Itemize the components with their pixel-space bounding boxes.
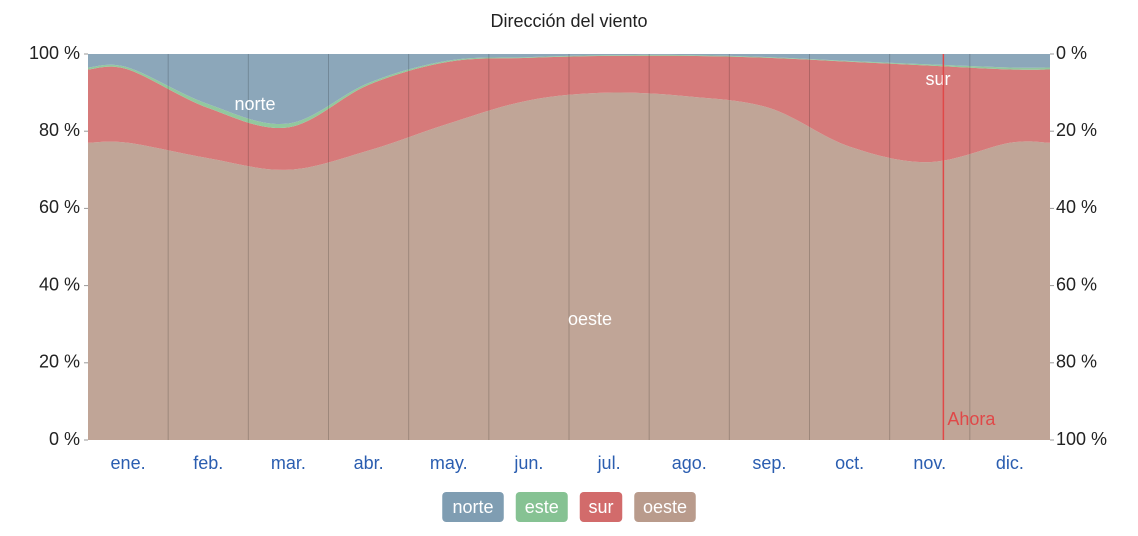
area-label: norte bbox=[234, 94, 275, 114]
x-tick-label: may. bbox=[430, 453, 468, 473]
y2-tick-label: 20 % bbox=[1056, 120, 1097, 140]
legend-swatch bbox=[515, 492, 568, 522]
y2-tick-label: 0 % bbox=[1056, 43, 1087, 63]
y2-tick-label: 60 % bbox=[1056, 274, 1097, 294]
y2-tick-label: 80 % bbox=[1056, 352, 1097, 372]
legend-item: oeste bbox=[634, 492, 696, 522]
y-tick-label: 100 % bbox=[29, 43, 80, 63]
x-tick-label: sep. bbox=[752, 453, 786, 473]
now-label: Ahora bbox=[947, 409, 996, 429]
legend-item: sur bbox=[579, 492, 623, 522]
x-tick-label: mar. bbox=[271, 453, 306, 473]
area bbox=[88, 55, 1050, 170]
area-label: sur bbox=[925, 69, 950, 89]
legend-label: sur bbox=[588, 497, 613, 517]
y-tick-label: 60 % bbox=[39, 197, 80, 217]
x-tick-label: ago. bbox=[672, 453, 707, 473]
x-tick-label: jul. bbox=[597, 453, 621, 473]
x-tick-label: oct. bbox=[835, 453, 864, 473]
legend-swatch bbox=[442, 492, 504, 522]
x-tick-label: nov. bbox=[913, 453, 946, 473]
x-tick-label: dic. bbox=[996, 453, 1024, 473]
y2-tick-label: 40 % bbox=[1056, 197, 1097, 217]
legend-item: este bbox=[515, 492, 568, 522]
y-tick-label: 40 % bbox=[39, 274, 80, 294]
y-tick-label: 0 % bbox=[49, 429, 80, 449]
legend-label: oeste bbox=[643, 497, 687, 517]
legend-swatch bbox=[579, 492, 623, 522]
area bbox=[88, 92, 1050, 440]
x-tick-label: abr. bbox=[354, 453, 384, 473]
chart-title: Dirección del viento bbox=[490, 11, 647, 31]
x-tick-label: ene. bbox=[111, 453, 146, 473]
x-tick-label: feb. bbox=[193, 453, 223, 473]
legend-item: norte bbox=[442, 492, 504, 522]
x-tick-label: jun. bbox=[513, 453, 543, 473]
legend-label: este bbox=[525, 497, 559, 517]
y-tick-label: 20 % bbox=[39, 352, 80, 372]
y2-tick-label: 100 % bbox=[1056, 429, 1107, 449]
area bbox=[88, 54, 1050, 125]
legend-swatch bbox=[634, 492, 696, 522]
legend-label: norte bbox=[452, 497, 493, 517]
y-tick-label: 80 % bbox=[39, 120, 80, 140]
area-label: oeste bbox=[568, 309, 612, 329]
